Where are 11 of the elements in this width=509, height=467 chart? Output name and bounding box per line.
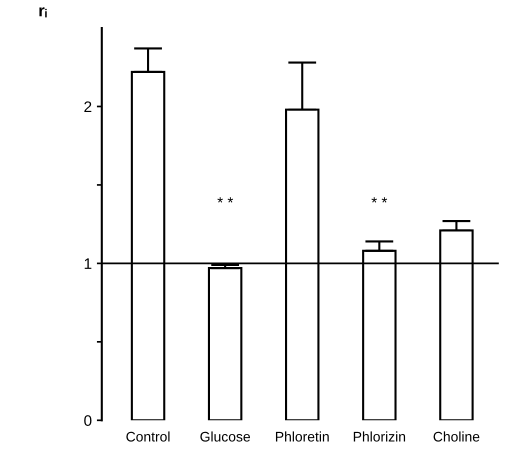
y-tick-label: 0 [84,415,92,426]
x-tick-label: Choline [434,431,480,442]
annotation: * * [217,197,234,203]
x-tick-label: Glucose [200,431,250,442]
x-tick-label: Phlorizin [354,431,406,442]
y-tick-label: 1 [84,258,92,269]
x-tick-label: Control [126,431,170,442]
x-tick-label: Phloretin [276,431,329,442]
y-tick-label: 2 [84,101,92,112]
y-axis-title: rᵢ [39,7,47,18]
annotation: * * [371,197,388,203]
